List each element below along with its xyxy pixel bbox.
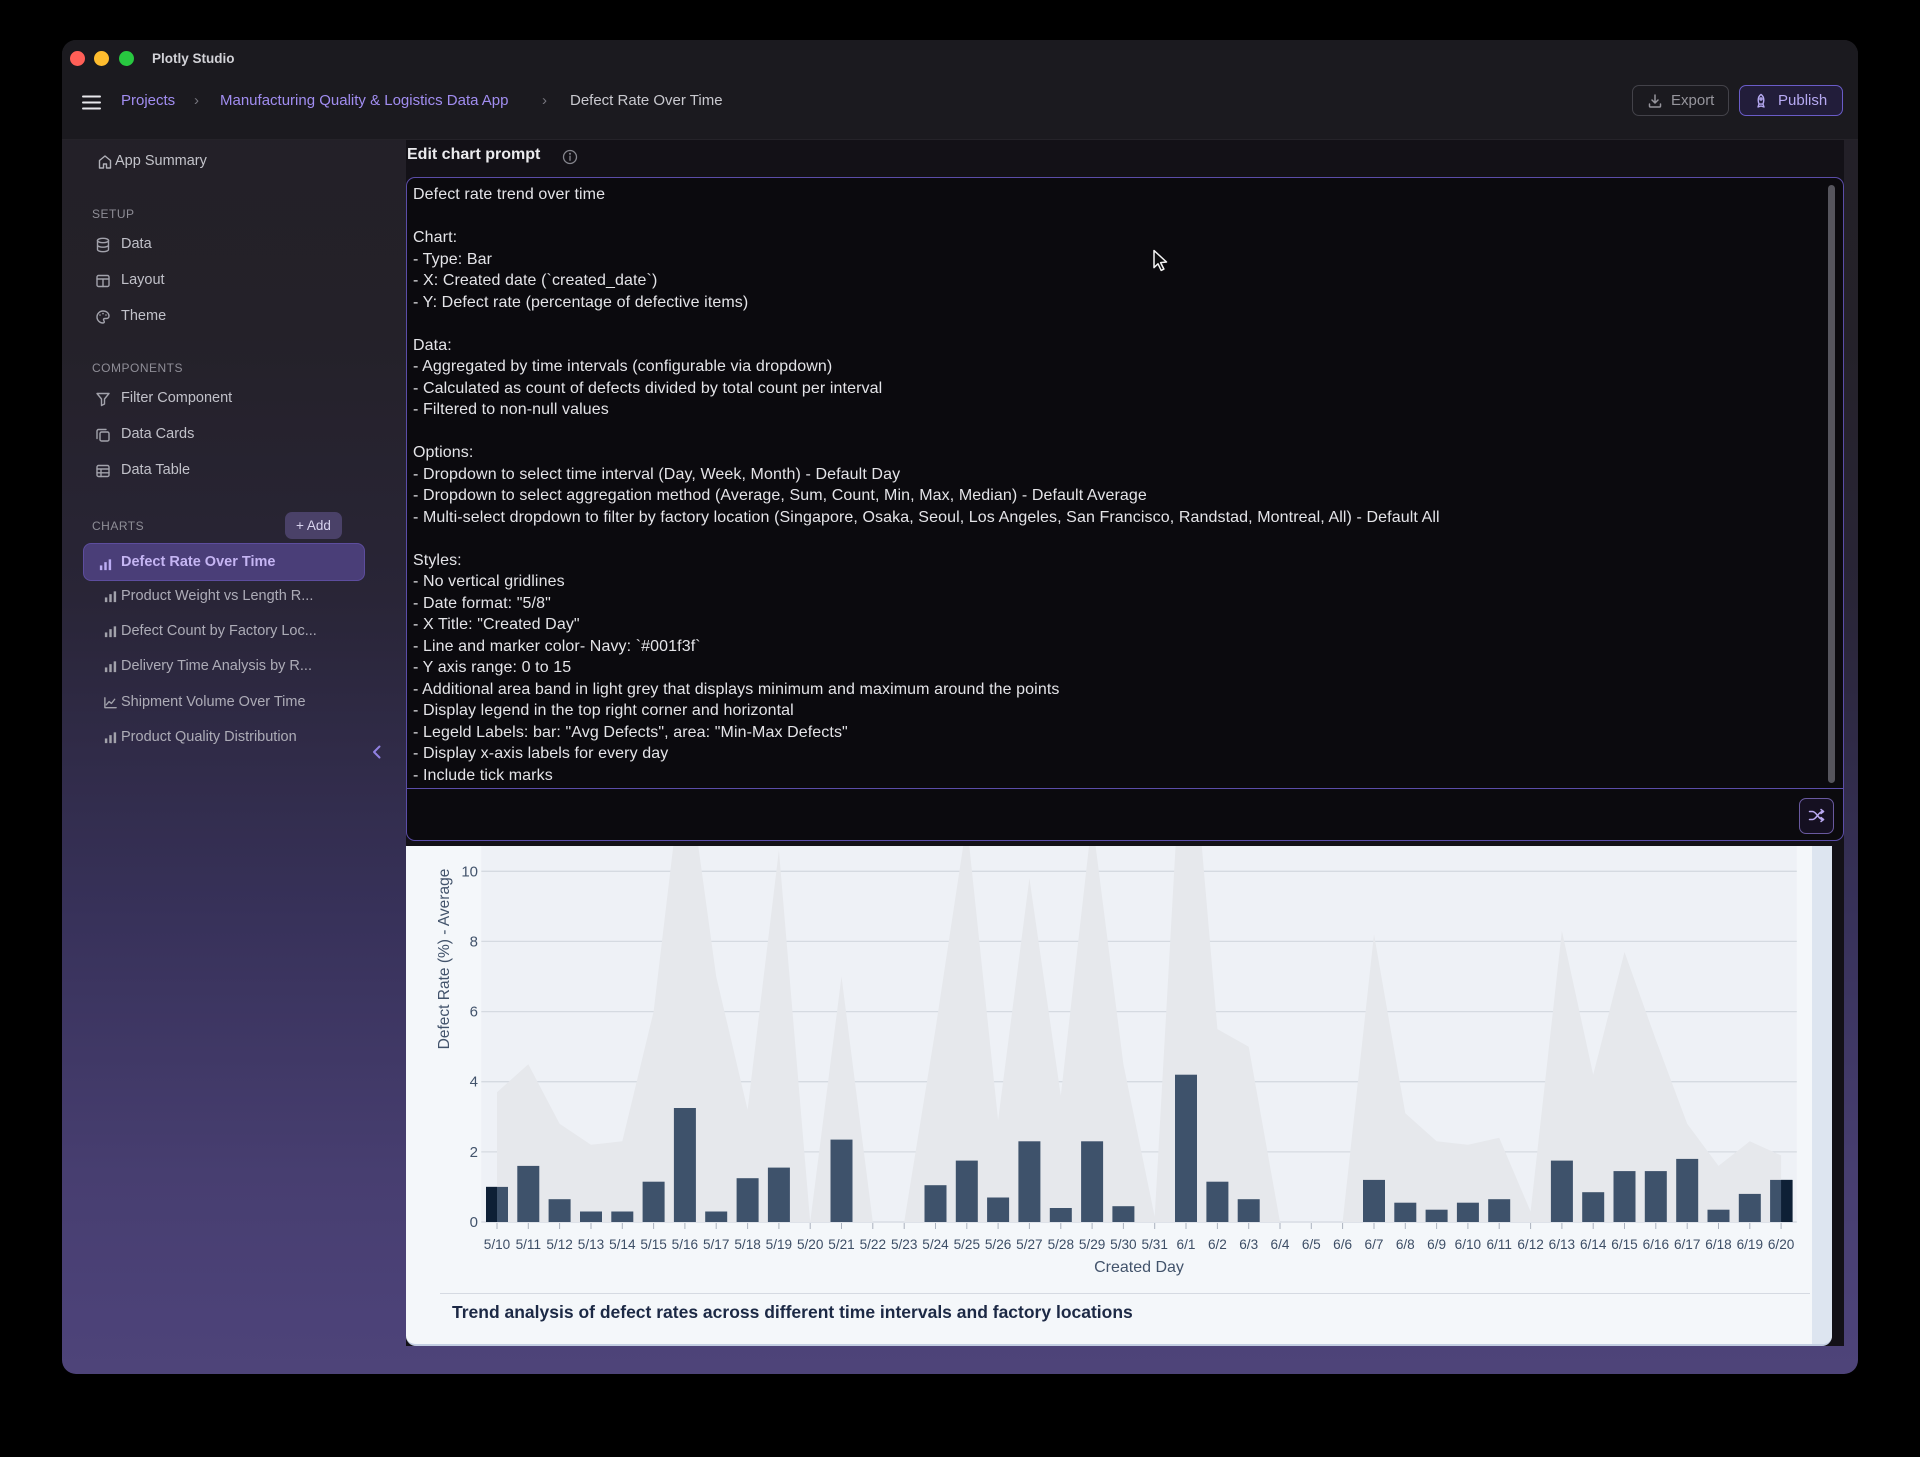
svg-text:5/21: 5/21 xyxy=(828,1237,854,1252)
svg-text:5/26: 5/26 xyxy=(985,1237,1011,1252)
svg-text:2: 2 xyxy=(470,1144,478,1161)
svg-text:5/25: 5/25 xyxy=(954,1237,980,1252)
svg-text:5/18: 5/18 xyxy=(734,1237,760,1252)
svg-text:6/13: 6/13 xyxy=(1549,1237,1575,1252)
svg-text:5/19: 5/19 xyxy=(766,1237,792,1252)
svg-text:6/6: 6/6 xyxy=(1333,1237,1352,1252)
svg-text:6/15: 6/15 xyxy=(1611,1237,1637,1252)
svg-text:6/9: 6/9 xyxy=(1427,1237,1446,1252)
svg-text:5/20: 5/20 xyxy=(797,1237,824,1252)
svg-text:5/27: 5/27 xyxy=(1016,1237,1042,1252)
svg-text:6/12: 6/12 xyxy=(1517,1237,1543,1252)
svg-text:6/17: 6/17 xyxy=(1674,1237,1700,1252)
svg-text:5/23: 5/23 xyxy=(891,1237,917,1252)
svg-text:5/24: 5/24 xyxy=(922,1237,949,1252)
svg-text:5/31: 5/31 xyxy=(1141,1237,1167,1252)
svg-text:5/13: 5/13 xyxy=(578,1237,604,1252)
svg-text:Defect Rate (%) - Average: Defect Rate (%) - Average xyxy=(436,869,453,1050)
svg-text:6/3: 6/3 xyxy=(1239,1237,1258,1252)
svg-text:0: 0 xyxy=(470,1214,478,1231)
svg-text:6/5: 6/5 xyxy=(1302,1237,1321,1252)
svg-text:6/4: 6/4 xyxy=(1271,1237,1290,1252)
svg-text:5/17: 5/17 xyxy=(703,1237,729,1252)
svg-text:6/20: 6/20 xyxy=(1768,1237,1795,1252)
svg-text:6/14: 6/14 xyxy=(1580,1237,1607,1252)
svg-text:6/19: 6/19 xyxy=(1737,1237,1763,1252)
svg-text:5/22: 5/22 xyxy=(860,1237,886,1252)
svg-text:Created Day: Created Day xyxy=(1094,1259,1184,1276)
svg-text:5/28: 5/28 xyxy=(1048,1237,1074,1252)
svg-text:5/15: 5/15 xyxy=(640,1237,666,1252)
svg-text:5/10: 5/10 xyxy=(484,1237,511,1252)
svg-text:4: 4 xyxy=(470,1074,478,1091)
svg-text:6/16: 6/16 xyxy=(1643,1237,1669,1252)
svg-text:6/2: 6/2 xyxy=(1208,1237,1227,1252)
svg-text:6/11: 6/11 xyxy=(1486,1237,1511,1252)
svg-text:5/29: 5/29 xyxy=(1079,1237,1105,1252)
svg-text:6/8: 6/8 xyxy=(1396,1237,1415,1252)
svg-text:6/10: 6/10 xyxy=(1455,1237,1482,1252)
svg-text:6: 6 xyxy=(470,1004,478,1021)
svg-text:8: 8 xyxy=(470,933,478,950)
svg-text:5/11: 5/11 xyxy=(516,1237,541,1252)
svg-text:10: 10 xyxy=(461,863,478,880)
svg-text:6/18: 6/18 xyxy=(1705,1237,1731,1252)
svg-text:5/30: 5/30 xyxy=(1110,1237,1137,1252)
svg-text:6/1: 6/1 xyxy=(1177,1237,1196,1252)
svg-text:5/16: 5/16 xyxy=(672,1237,698,1252)
svg-text:6/7: 6/7 xyxy=(1365,1237,1384,1252)
svg-text:5/14: 5/14 xyxy=(609,1237,636,1252)
svg-text:5/12: 5/12 xyxy=(546,1237,572,1252)
